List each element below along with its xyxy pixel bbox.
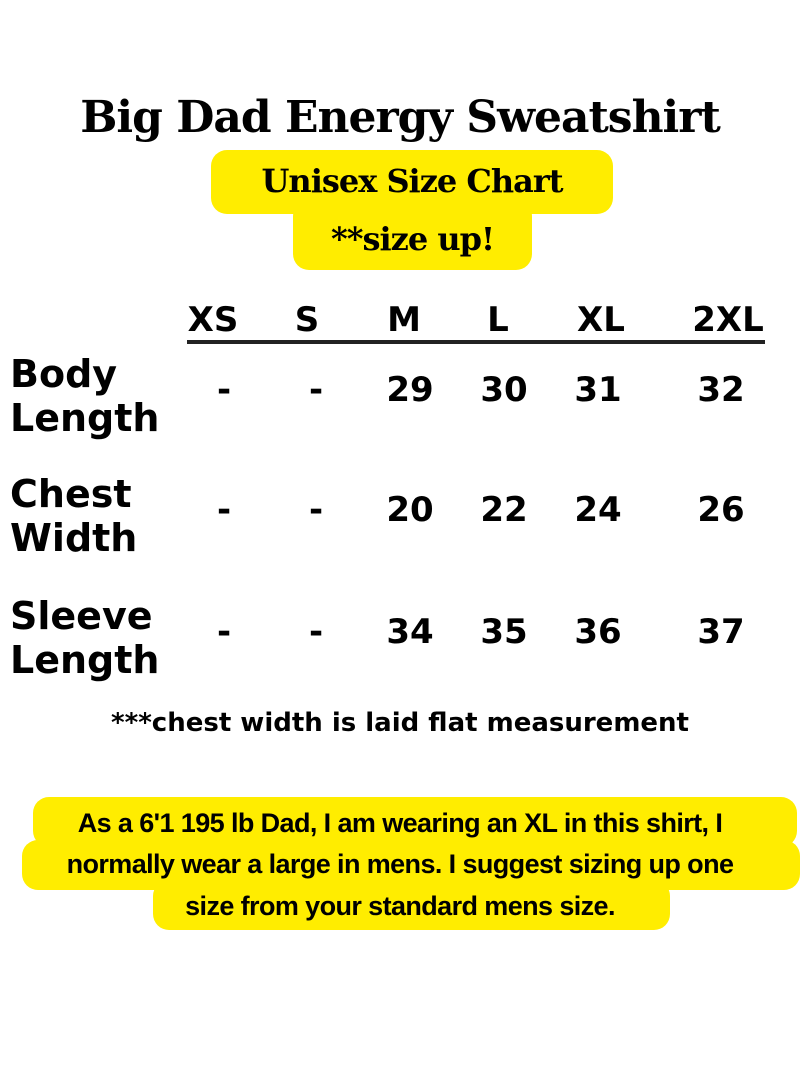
table-cell: 26 xyxy=(697,490,745,530)
advice-line-1: As a 6'1 195 lb Dad, I am wearing an XL … xyxy=(77,808,723,838)
table-cell: 35 xyxy=(480,612,528,652)
row-label-line2: Length xyxy=(10,638,160,682)
advice-highlight-3 xyxy=(153,880,670,930)
table-cell: 30 xyxy=(480,370,528,410)
row-label-line2: Length xyxy=(10,396,160,440)
row-label: Sleeve Length xyxy=(10,594,159,682)
size-header-xl: XL xyxy=(577,300,625,340)
table-cell: 29 xyxy=(386,370,434,410)
table-cell: - xyxy=(308,612,324,652)
table-cell: 34 xyxy=(386,612,434,652)
table-cell: 32 xyxy=(697,370,745,410)
row-label-line1: Sleeve xyxy=(10,594,153,638)
size-header-l: L xyxy=(487,300,509,340)
table-cell: - xyxy=(308,490,324,530)
advice-line-3: size from your standard mens size. xyxy=(185,891,615,921)
advice-highlight-1 xyxy=(33,797,797,847)
size-up-highlight xyxy=(293,200,532,270)
size-header-s: S xyxy=(294,300,320,340)
row-label-line1: Body xyxy=(10,352,118,396)
row-label: Body Length xyxy=(10,352,159,440)
table-cell: 24 xyxy=(574,490,622,530)
size-header-xs: XS xyxy=(187,300,239,340)
advice-line-2: normally wear a large in mens. I suggest… xyxy=(66,849,734,879)
row-label-line1: Chest xyxy=(10,472,132,516)
table-cell: 31 xyxy=(574,370,622,410)
header-underline xyxy=(187,340,765,344)
row-label-line2: Width xyxy=(10,516,138,560)
table-cell: - xyxy=(216,612,232,652)
table-cell: - xyxy=(308,370,324,410)
page-title: Big Dad Energy Sweatshirt xyxy=(80,92,721,143)
measurement-note: ***chest width is laid flat measurement xyxy=(111,708,689,738)
table-cell: 20 xyxy=(386,490,434,530)
size-up-note: **size up! xyxy=(331,220,495,258)
size-header-2xl: 2XL xyxy=(692,300,764,340)
table-cell: 22 xyxy=(480,490,528,530)
size-header-m: M xyxy=(387,300,421,340)
table-cell: - xyxy=(216,370,232,410)
table-cell: 36 xyxy=(574,612,622,652)
subtitle: Unisex Size Chart xyxy=(261,162,564,200)
table-cell: 37 xyxy=(697,612,745,652)
row-label: Chest Width xyxy=(10,472,137,560)
table-cell: - xyxy=(216,490,232,530)
